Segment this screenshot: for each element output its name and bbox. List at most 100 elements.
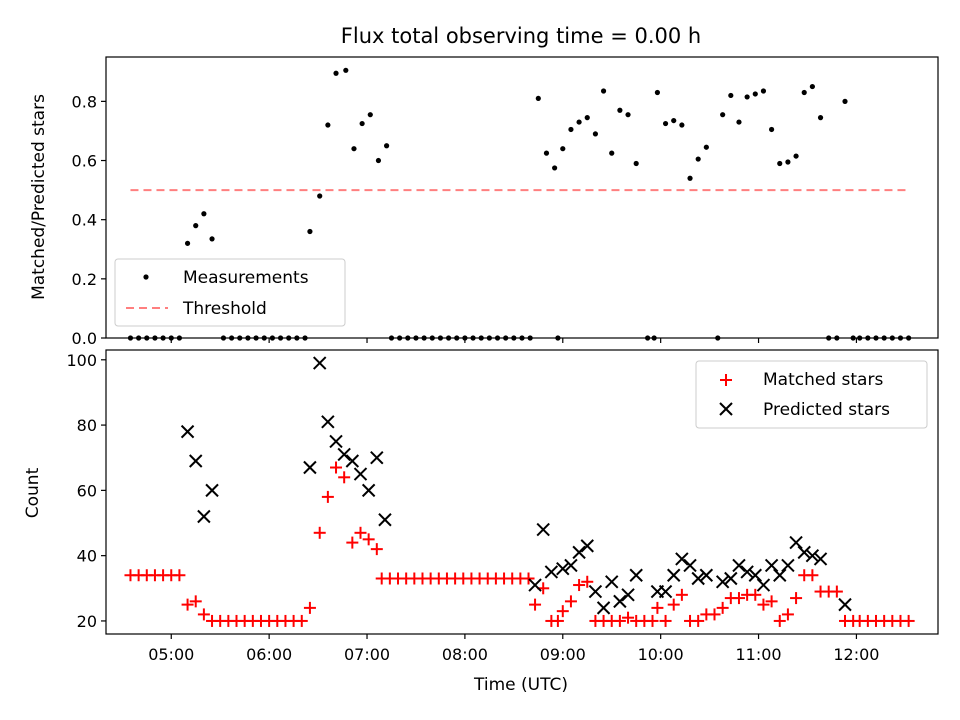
matched-star-point: [354, 526, 367, 539]
predicted-star-point: [629, 568, 643, 582]
predicted-star-point: [838, 597, 852, 612]
measurement-point: [600, 88, 607, 94]
measurement-point: [560, 146, 566, 152]
chart-title: Flux total observing time = 0.00 h: [341, 24, 701, 48]
matched-star-point: [581, 575, 594, 588]
matched-star-point: [732, 592, 745, 605]
predicted-star-point: [353, 467, 368, 481]
predicted-star-point: [797, 545, 811, 560]
measurement-point: [592, 131, 599, 137]
matched-star-point: [321, 490, 334, 503]
predicted-star-point: [303, 460, 317, 475]
x-tick-label: 08:00: [442, 645, 488, 664]
bottom-y-ticks: 20 40 60 80 100: [66, 351, 106, 631]
measurement-point: [359, 120, 365, 127]
measurement-point: [744, 94, 750, 100]
predicted-star-point: [313, 356, 327, 370]
legend-measurements-label: Measurements: [183, 268, 309, 288]
predicted-star-point: [813, 552, 828, 566]
measurement-point: [801, 89, 807, 96]
measurement-point: [201, 211, 207, 217]
matched-star-point: [189, 595, 202, 608]
measurement-point: [817, 115, 824, 121]
matched-star-point: [551, 614, 564, 627]
bottom-y-tick-label: 40: [77, 547, 97, 566]
measurement-point: [333, 70, 339, 76]
predicted-star-point: [321, 415, 335, 429]
measurement-point: [662, 120, 669, 127]
matched-star-point: [651, 601, 664, 614]
predicted-star-point: [345, 454, 360, 468]
predicted-star-point: [675, 552, 689, 566]
bottom-y-tick-label: 20: [77, 612, 97, 631]
matched-star-point: [716, 601, 729, 614]
bottom-x-ticks: 05:00 06:00 07:00 08:00 09:00 10:00 11:00 12:00: [148, 634, 879, 664]
bottom-legend: Matched stars Predicted stars: [695, 360, 928, 429]
matched-star-point: [197, 608, 210, 621]
measurement-point: [785, 159, 791, 165]
measurement-point: [760, 88, 767, 94]
predicted-star-point: [667, 568, 681, 582]
measurement-point: [625, 112, 631, 118]
predicted-star-point: [197, 509, 211, 524]
legend-predicted-label: Predicted stars: [763, 400, 890, 420]
measurement-point: [695, 156, 701, 162]
matched-star-point: [692, 614, 705, 627]
predicted-star-point: [756, 578, 771, 592]
matched-star-point: [181, 598, 194, 611]
predicted-star-point: [740, 565, 754, 579]
measurement-point: [654, 89, 661, 96]
predicted-star-point: [378, 513, 392, 527]
x-tick-label: 07:00: [344, 645, 390, 664]
measurement-point: [793, 153, 799, 159]
measurement-point: [728, 92, 734, 99]
bottom-panel: 20 40 60 80 100 05:00 06:00 07:00 08:00 09:00 10:…: [23, 349, 939, 695]
predicted-star-point: [781, 558, 795, 573]
measurement-point: [671, 117, 677, 124]
measurement-point: [209, 236, 215, 242]
matched-star-point: [773, 614, 786, 627]
predicted-star-point: [621, 588, 635, 602]
measurement-point: [769, 126, 775, 133]
measurement-point: [307, 228, 313, 235]
measurement-point: [576, 119, 582, 125]
measurement-point: [568, 126, 574, 133]
matched-star-point: [295, 614, 308, 627]
x-tick-label: 09:00: [540, 645, 586, 664]
matched-star-point: [313, 526, 326, 539]
predicted-star-point: [189, 454, 203, 468]
matched-star-point: [622, 611, 635, 624]
measurement-point: [609, 150, 615, 156]
top-y-tick-label: 0.8: [72, 92, 97, 111]
measurement-point: [842, 98, 848, 104]
top-y-axis-label: Matched/Predicted stars: [29, 94, 49, 300]
legend-matched-label: Matched stars: [763, 370, 883, 390]
x-axis-label: Time (UTC): [473, 675, 568, 695]
measurement-point: [193, 223, 199, 229]
predicted-star-point: [691, 571, 705, 586]
matched-star-point: [646, 614, 659, 627]
matched-star-point: [303, 601, 316, 614]
top-plot-frame: [105, 56, 939, 339]
matched-star-point: [708, 608, 721, 621]
x-tick-label: 10:00: [638, 645, 684, 664]
matched-star-point: [556, 605, 569, 618]
predicted-star-point: [572, 545, 586, 560]
predicted-star-point: [564, 558, 578, 573]
x-tick-label: 11:00: [735, 645, 781, 664]
predicted-star-point: [596, 601, 611, 615]
measurement-point: [552, 165, 558, 171]
predicted-star-point: [724, 571, 738, 586]
predicted-star-point: [699, 568, 714, 582]
matched-star-point: [749, 588, 762, 601]
predicted-star-point: [329, 434, 343, 449]
predicted-star-point: [556, 562, 570, 576]
measurement-point: [543, 150, 550, 156]
predicted-star-point: [536, 522, 550, 537]
measurement-point: [703, 144, 709, 150]
predicted-star-point: [580, 539, 594, 553]
predicted-star-point: [528, 578, 542, 592]
matched-star-point: [613, 614, 626, 627]
measurement-point: [679, 122, 685, 128]
